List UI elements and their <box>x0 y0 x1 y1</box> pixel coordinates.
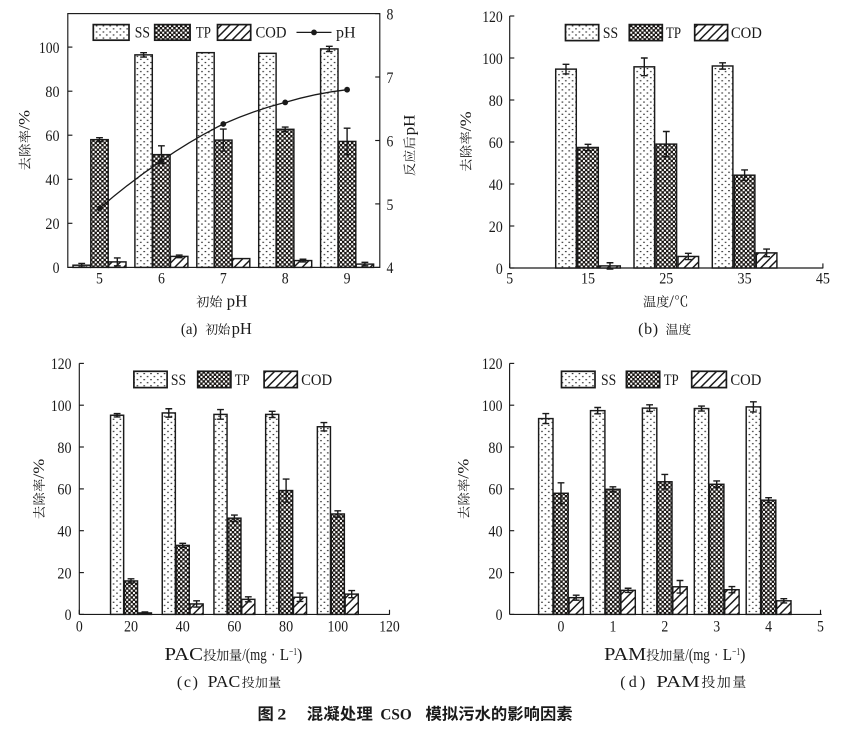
svg-text:120: 120 <box>482 9 503 26</box>
svg-text:20: 20 <box>45 216 59 233</box>
svg-text:2: 2 <box>661 619 668 636</box>
svg-text:PAC: PAC <box>165 644 204 664</box>
svg-text:−1: −1 <box>289 646 297 658</box>
svg-text:5: 5 <box>96 271 103 288</box>
svg-text:8: 8 <box>282 271 289 288</box>
svg-text:0: 0 <box>76 619 83 636</box>
svg-text:pH: pH <box>336 25 356 42</box>
svg-text:/: / <box>669 292 674 311</box>
svg-text:): ) <box>740 645 745 664</box>
svg-text:40: 40 <box>45 172 59 189</box>
svg-text:L: L <box>723 645 732 664</box>
svg-text:100: 100 <box>328 619 349 636</box>
svg-text:80: 80 <box>45 84 59 101</box>
svg-text:1: 1 <box>609 619 616 636</box>
svg-text:SS: SS <box>135 25 150 42</box>
svg-text:PAM: PAM <box>656 672 700 691</box>
svg-text:/%: /% <box>456 459 473 479</box>
svg-text:100: 100 <box>51 398 72 415</box>
svg-text:80: 80 <box>57 440 71 457</box>
svg-text:/%: /% <box>17 110 34 130</box>
svg-text:0: 0 <box>496 261 503 278</box>
svg-text:(b): (b) <box>638 321 658 338</box>
svg-text:4: 4 <box>386 260 393 277</box>
svg-text:2: 2 <box>277 707 286 724</box>
svg-text:60: 60 <box>489 135 503 152</box>
svg-text:0: 0 <box>53 260 60 277</box>
svg-text:COD: COD <box>731 25 762 42</box>
svg-text:PAC: PAC <box>208 672 241 691</box>
svg-text:80: 80 <box>279 619 293 636</box>
svg-text:100: 100 <box>482 51 503 68</box>
svg-text:(c): (c) <box>177 674 198 691</box>
svg-text:·: · <box>271 645 275 664</box>
svg-text:3: 3 <box>713 619 720 636</box>
svg-text:pH: pH <box>227 292 248 311</box>
svg-text:/%: /% <box>31 459 48 479</box>
svg-text:100: 100 <box>39 40 60 57</box>
svg-text:40: 40 <box>176 619 190 636</box>
svg-text:80: 80 <box>489 93 503 110</box>
svg-text:(a): (a) <box>181 321 198 338</box>
svg-text:8: 8 <box>386 6 393 23</box>
svg-text:L: L <box>280 645 289 664</box>
svg-text:120: 120 <box>482 356 503 373</box>
svg-text:6: 6 <box>386 133 393 150</box>
svg-text:COD: COD <box>256 25 287 42</box>
svg-text:35: 35 <box>738 271 752 288</box>
svg-text:PAM: PAM <box>604 644 647 664</box>
svg-text:TP: TP <box>196 25 211 42</box>
svg-text:20: 20 <box>489 219 503 236</box>
svg-text:/%: /% <box>458 111 475 131</box>
svg-text:/(mg: /(mg <box>685 645 710 664</box>
svg-text:60: 60 <box>57 482 71 499</box>
svg-text:9: 9 <box>344 271 351 288</box>
svg-text:60: 60 <box>227 619 241 636</box>
svg-text:100: 100 <box>482 398 503 415</box>
svg-text:SS: SS <box>603 25 618 42</box>
svg-text:6: 6 <box>158 271 165 288</box>
svg-text:5: 5 <box>506 271 513 288</box>
svg-text:4: 4 <box>765 619 772 636</box>
svg-text:/(mg: /(mg <box>242 645 267 664</box>
svg-text:COD: COD <box>301 372 332 389</box>
svg-text:TP: TP <box>664 372 679 389</box>
svg-text:(d): (d) <box>620 674 645 691</box>
svg-text:40: 40 <box>488 524 502 541</box>
svg-text:TP: TP <box>666 25 681 42</box>
svg-text:CSO: CSO <box>380 707 411 724</box>
svg-text:5: 5 <box>386 197 393 214</box>
svg-text:7: 7 <box>386 70 393 87</box>
svg-text:): ) <box>297 645 302 664</box>
svg-text:20: 20 <box>57 565 71 582</box>
svg-text:TP: TP <box>235 372 250 389</box>
svg-text:COD: COD <box>730 372 761 389</box>
svg-text:pH: pH <box>401 114 418 135</box>
svg-text:40: 40 <box>489 177 503 194</box>
svg-text:120: 120 <box>379 619 400 636</box>
svg-text:60: 60 <box>488 482 502 499</box>
svg-text:45: 45 <box>816 271 830 288</box>
svg-text:80: 80 <box>488 440 502 457</box>
svg-text:0: 0 <box>558 619 565 636</box>
svg-text:SS: SS <box>601 372 616 389</box>
svg-text:pH: pH <box>232 319 252 338</box>
svg-text:40: 40 <box>57 524 71 541</box>
svg-text:25: 25 <box>659 271 673 288</box>
svg-text:120: 120 <box>51 356 72 373</box>
svg-text:5: 5 <box>817 619 824 636</box>
svg-text:·: · <box>714 645 718 664</box>
svg-text:15: 15 <box>581 271 595 288</box>
svg-text:−1: −1 <box>732 646 740 658</box>
svg-text:7: 7 <box>220 271 227 288</box>
svg-text:0: 0 <box>496 607 503 624</box>
svg-text:20: 20 <box>124 619 138 636</box>
svg-text:20: 20 <box>488 565 502 582</box>
svg-text:SS: SS <box>171 372 186 389</box>
svg-text:0: 0 <box>65 607 72 624</box>
svg-text:60: 60 <box>45 128 59 145</box>
